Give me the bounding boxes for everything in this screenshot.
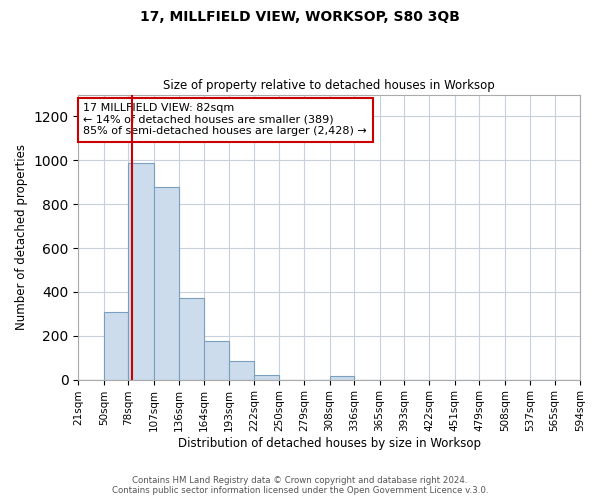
Bar [203, 341, 229, 380]
Bar [128, 162, 154, 380]
Bar [104, 312, 128, 380]
Text: 17, MILLFIELD VIEW, WORKSOP, S80 3QB: 17, MILLFIELD VIEW, WORKSOP, S80 3QB [140, 10, 460, 24]
X-axis label: Distribution of detached houses by size in Worksop: Distribution of detached houses by size … [178, 437, 481, 450]
Title: Size of property relative to detached houses in Worksop: Size of property relative to detached ho… [163, 79, 495, 92]
Bar [329, 376, 354, 380]
Bar [179, 298, 203, 380]
Bar [254, 375, 279, 380]
Text: Contains HM Land Registry data © Crown copyright and database right 2024.
Contai: Contains HM Land Registry data © Crown c… [112, 476, 488, 495]
Y-axis label: Number of detached properties: Number of detached properties [15, 144, 28, 330]
Bar [154, 186, 179, 380]
Bar [229, 361, 254, 380]
Text: 17 MILLFIELD VIEW: 82sqm
← 14% of detached houses are smaller (389)
85% of semi-: 17 MILLFIELD VIEW: 82sqm ← 14% of detach… [83, 103, 367, 136]
